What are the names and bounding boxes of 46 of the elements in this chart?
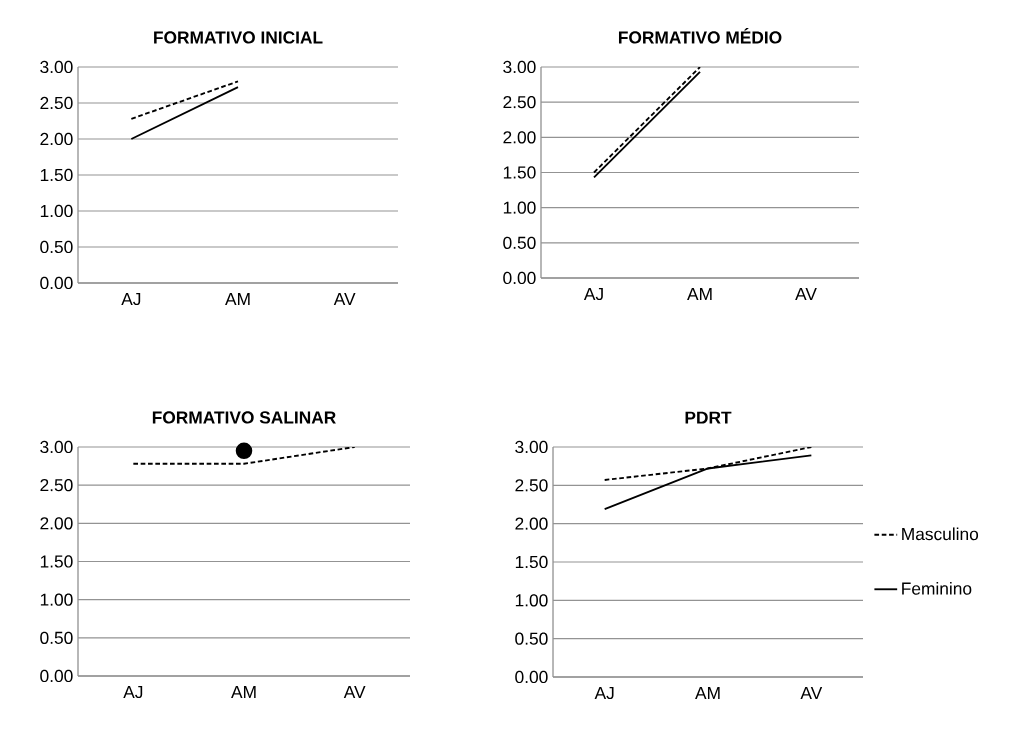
y-tick-label: 0.00 [40, 669, 73, 683]
y-tick-label: 1.00 [40, 593, 73, 606]
x-tick-label: AM [231, 686, 256, 698]
chart-title: FORMATIVO INICIAL [154, 31, 323, 44]
x-tick-label: AV [333, 293, 356, 305]
y-tick-label: 2.00 [503, 131, 536, 144]
y-tick-label: 1.50 [503, 166, 536, 179]
x-tick-label: AM [687, 288, 712, 300]
y-tick-label: 1.00 [503, 201, 536, 214]
y-tick-label: 0.00 [503, 271, 536, 285]
y-tick-label: 1.50 [515, 555, 548, 569]
y-tick-label: 0.50 [40, 240, 73, 254]
y-tick-label: 2.00 [40, 132, 73, 146]
x-tick-label: AV [343, 686, 366, 698]
y-tick-label: 0.00 [515, 670, 548, 684]
chart-title: PDRT [685, 411, 732, 424]
x-tick-label: AJ [594, 687, 614, 700]
x-tick-label: AV [800, 687, 823, 699]
y-tick-label: 2.50 [40, 479, 73, 492]
y-tick-label: 3.00 [40, 440, 73, 454]
chart-title: FORMATIVO SALINAR [152, 411, 336, 424]
y-tick-label: 3.00 [503, 60, 536, 74]
y-tick-label: 2.50 [40, 96, 73, 110]
x-tick-label: AJ [121, 293, 141, 306]
legend-label: Feminino [902, 581, 972, 595]
y-tick-label: 2.50 [503, 96, 536, 109]
y-tick-label: 2.50 [515, 479, 548, 492]
y-tick-label: 3.00 [515, 440, 548, 454]
y-tick-label: 1.00 [40, 204, 73, 218]
x-tick-label: AJ [123, 686, 143, 699]
y-tick-label: 0.50 [503, 236, 536, 249]
x-tick-label: AM [695, 687, 720, 699]
x-tick-label: AV [795, 288, 817, 300]
y-tick-label: 3.00 [40, 60, 73, 74]
y-tick-label: 1.00 [515, 594, 548, 607]
y-tick-label: 1.50 [40, 555, 73, 568]
y-tick-label: 0.50 [40, 631, 73, 644]
y-tick-label: 2.00 [40, 517, 73, 530]
chart-title: FORMATIVO MÉDIO [618, 28, 782, 44]
y-tick-label: 0.50 [515, 632, 548, 645]
y-tick-label: 1.50 [40, 168, 73, 182]
x-tick-label: AJ [583, 288, 603, 301]
legend-label: Masculino [902, 527, 979, 541]
y-tick-label: 0.00 [40, 276, 73, 290]
x-tick-label: AM [225, 293, 250, 305]
y-tick-label: 2.00 [515, 517, 548, 530]
